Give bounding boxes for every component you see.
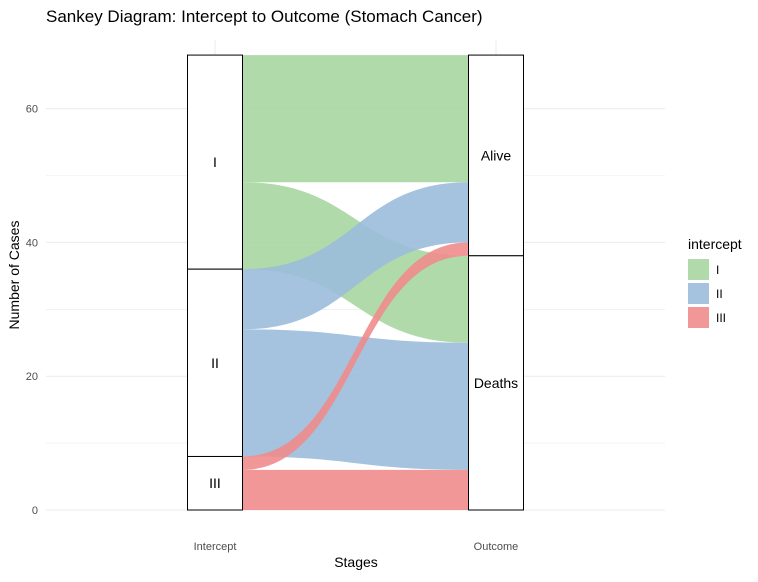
flow-III-to-alive bbox=[242, 242, 469, 470]
outcome-stratum-box bbox=[468, 255, 524, 511]
x-axis-title: Stages bbox=[334, 554, 378, 570]
y-axis-title: Number of Cases bbox=[6, 221, 22, 330]
legend-title: intercept bbox=[688, 236, 742, 252]
intercept-stratum-label: I bbox=[213, 154, 217, 170]
legend-key bbox=[688, 307, 709, 328]
y-tick-label: 0 bbox=[32, 505, 38, 517]
outcome-stratum-label: Alive bbox=[481, 147, 512, 163]
legend-label: II bbox=[716, 287, 723, 301]
flow-I-to-alive bbox=[242, 55, 469, 183]
outcome-stratum-box bbox=[468, 54, 524, 257]
intercept-stratum-box bbox=[187, 455, 243, 511]
legend-key bbox=[688, 283, 709, 304]
legend-key bbox=[688, 259, 709, 280]
y-tick-label: 20 bbox=[26, 371, 38, 383]
outcome-stratum-label: Deaths bbox=[474, 375, 518, 391]
flow-II-to-alive bbox=[242, 182, 469, 330]
chart-title: Sankey Diagram: Intercept to Outcome (St… bbox=[46, 7, 483, 26]
x-tick-label: Outcome bbox=[474, 541, 519, 553]
y-tick-label: 60 bbox=[26, 104, 38, 116]
intercept-stratum-box bbox=[187, 54, 243, 270]
legend-label: I bbox=[716, 263, 719, 277]
intercept-stratum-label: III bbox=[209, 475, 221, 491]
intercept-stratum-label: II bbox=[211, 355, 219, 371]
intercept-stratum-box bbox=[187, 268, 243, 457]
y-tick-label: 40 bbox=[26, 237, 38, 249]
legend-label: III bbox=[716, 311, 726, 325]
flow-III-to-deaths bbox=[242, 469, 469, 510]
x-tick-label: Intercept bbox=[194, 541, 237, 553]
